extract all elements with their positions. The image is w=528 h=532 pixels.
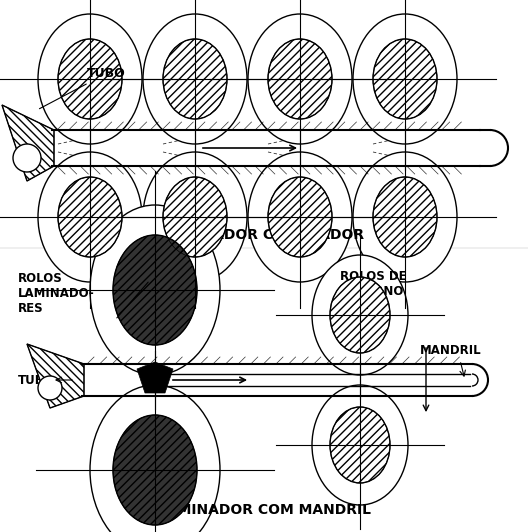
Text: TUBO: TUBO [40,67,126,109]
Ellipse shape [248,152,352,282]
Ellipse shape [312,385,408,505]
Ellipse shape [38,14,142,144]
Text: TUBO: TUBO [18,373,55,387]
Ellipse shape [163,39,227,119]
Text: LAMINADOR COM MANDRIL: LAMINADOR COM MANDRIL [157,503,371,517]
Ellipse shape [353,152,457,282]
Ellipse shape [268,177,332,257]
Ellipse shape [312,255,408,375]
Ellipse shape [330,407,390,483]
Polygon shape [137,362,173,393]
Ellipse shape [163,177,227,257]
Ellipse shape [353,14,457,144]
Ellipse shape [58,39,122,119]
Polygon shape [2,105,54,181]
Ellipse shape [373,177,437,257]
Circle shape [13,144,41,172]
Ellipse shape [113,415,197,525]
Ellipse shape [268,39,332,119]
Ellipse shape [113,235,197,345]
Ellipse shape [90,205,220,375]
Ellipse shape [58,177,122,257]
Ellipse shape [248,14,352,144]
Ellipse shape [90,385,220,532]
Ellipse shape [373,39,437,119]
Text: ROLOS DE
RETORNO: ROLOS DE RETORNO [340,270,407,298]
Ellipse shape [38,152,142,282]
Text: LAMINADOR CALIBRADOR: LAMINADOR CALIBRADOR [164,228,364,242]
Ellipse shape [143,14,247,144]
Circle shape [38,376,62,400]
Text: MANDRIL: MANDRIL [420,344,482,356]
Ellipse shape [143,152,247,282]
Ellipse shape [330,277,390,353]
Text: ROLOS
LAMINADO-
RES: ROLOS LAMINADO- RES [18,272,95,315]
Polygon shape [27,344,84,408]
